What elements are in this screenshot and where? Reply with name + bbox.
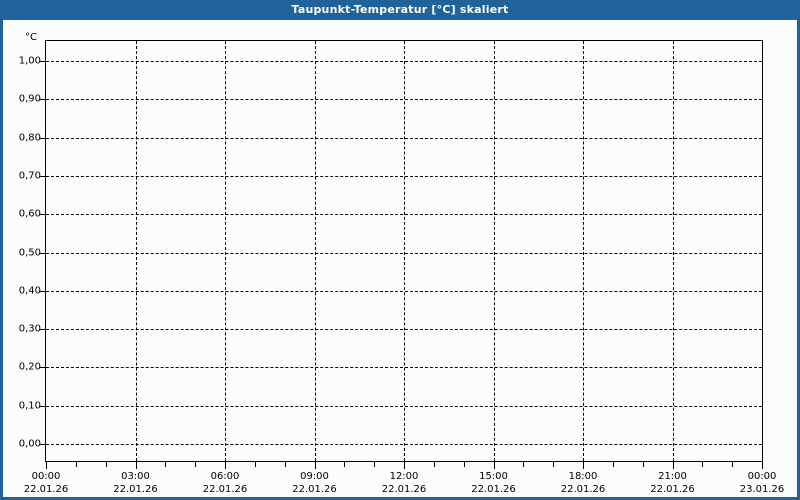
x-axis-tick-mark-minor xyxy=(105,462,107,467)
x-axis-tick-mark-minor xyxy=(463,462,465,467)
x-axis-tick-label: 03:00 22.01.26 xyxy=(91,470,181,496)
y-axis-tick-label: 0,50 xyxy=(18,247,41,258)
y-axis-tick-label: 0,40 xyxy=(18,285,41,297)
y-axis-tick-mark xyxy=(39,444,45,445)
x-axis-tick-time: 21:00 xyxy=(658,471,687,482)
x-axis-tick-mark-minor xyxy=(612,462,614,467)
y-axis-tick-label: 0,90 xyxy=(18,93,41,105)
x-axis-tick-date: 22.01.26 xyxy=(202,484,248,495)
x-axis-tick-time: 12:00 xyxy=(389,471,419,482)
x-axis-tick-time: 09:00 xyxy=(300,471,329,482)
y-axis-tick-label: 0,30 xyxy=(18,323,41,335)
y-axis-tick-mark xyxy=(39,99,45,101)
x-axis-tick-date: 22.01.26 xyxy=(381,484,427,495)
x-axis-tick-label: 06:00 22.01.26 xyxy=(180,470,270,496)
y-axis-tick-mark xyxy=(39,252,45,254)
x-axis-tick-mark-major xyxy=(46,462,47,469)
x-axis-tick-mark-major xyxy=(404,462,405,469)
gridline-vertical xyxy=(493,41,495,461)
x-axis-tick-mark-minor xyxy=(195,462,197,467)
x-axis-tick-time: 18:00 xyxy=(568,471,598,482)
x-axis-tick-label: 09:00 22.01.26 xyxy=(270,470,360,496)
y-axis-tick-label: 0,60 xyxy=(18,208,41,220)
gridline-vertical xyxy=(135,41,137,461)
x-axis-tick-date: 22.01.26 xyxy=(471,484,516,495)
x-axis-tick-mark-major xyxy=(672,462,674,469)
x-axis-tick-time: 06:00 xyxy=(210,471,240,482)
x-axis-tick-date: 22.01.26 xyxy=(23,484,69,495)
gridline-vertical xyxy=(672,41,674,461)
y-axis-tick-mark xyxy=(39,61,45,62)
x-axis-tick-mark-major xyxy=(314,462,316,469)
x-axis-tick-mark-minor xyxy=(553,462,555,467)
x-axis-tick-label: 21:00 22.01.26 xyxy=(628,470,718,496)
y-axis-labels: 1,00 0,90 0,80 0,70 0,60 0,50 0,40 0,30 0,20 0,10… xyxy=(3,0,41,500)
gridline-vertical xyxy=(225,41,226,461)
x-axis-tick-time: 15:00 xyxy=(479,471,508,482)
x-axis-tick-label: 18:00 22.01.26 xyxy=(538,470,628,496)
x-axis-tick-mark-minor xyxy=(732,462,734,467)
x-axis-tick-label: 12:00 22.01.26 xyxy=(359,470,449,496)
y-axis-tick-label: 0,00 xyxy=(18,438,41,450)
y-axis-tick-mark xyxy=(39,405,45,407)
x-axis-tick-mark-minor xyxy=(523,462,525,467)
x-axis-tick-label: 00:00 22.01.26 xyxy=(1,470,91,496)
y-axis-tick-mark xyxy=(39,175,45,177)
gridline-vertical xyxy=(583,41,584,461)
data-series-layer xyxy=(46,41,762,461)
x-axis-tick-mark-minor xyxy=(433,462,435,467)
y-axis-tick-label: 0,10 xyxy=(18,400,41,412)
x-axis-tick-mark-major xyxy=(583,462,584,469)
x-axis-tick-mark-minor xyxy=(284,462,286,467)
x-axis-tick-mark-major xyxy=(493,462,495,469)
x-axis-tick-mark-major xyxy=(225,462,226,469)
x-axis-tick-mark-minor xyxy=(374,462,376,467)
x-axis-tick-mark-minor xyxy=(702,462,704,467)
y-axis-tick-label: 0,20 xyxy=(18,361,41,373)
x-axis-tick-label: 15:00 22.01.26 xyxy=(449,470,539,496)
gridline-vertical xyxy=(404,41,405,461)
y-axis-tick-mark xyxy=(39,329,45,331)
x-axis-tick-time: 00:00 xyxy=(747,471,777,482)
x-axis-tick-mark-minor xyxy=(642,462,644,467)
gridline-vertical xyxy=(314,41,316,461)
window-title-bar: Taupunkt-Temperatur [°C] skaliert xyxy=(0,0,800,20)
y-axis-tick-mark xyxy=(39,367,45,369)
x-axis-tick-mark-major xyxy=(762,462,763,469)
y-axis-tick-label: 1,00 xyxy=(18,55,41,67)
x-axis-tick-time: 00:00 xyxy=(31,471,61,482)
x-axis-tick-date: 22.01.26 xyxy=(113,484,158,495)
x-axis-tick-mark-minor xyxy=(254,462,256,467)
x-axis-tick-label: 00:00 23.01.26 xyxy=(717,470,800,496)
x-axis-tick-mark-minor xyxy=(165,462,167,467)
x-axis-tick-date: 22.01.26 xyxy=(650,484,695,495)
y-axis-tick-label: 0,80 xyxy=(18,132,41,144)
plot-area xyxy=(45,40,763,462)
x-axis-tick-mark-minor xyxy=(75,462,77,467)
page-title: Taupunkt-Temperatur [°C] skaliert xyxy=(291,3,509,16)
y-axis-unit-label: °C xyxy=(25,32,37,43)
x-axis-tick-time: 03:00 xyxy=(121,471,150,482)
y-axis-tick-mark xyxy=(39,214,45,216)
x-axis-tick-date: 22.01.26 xyxy=(292,484,337,495)
y-axis-tick-mark xyxy=(39,137,45,139)
x-axis-tick-date: 23.01.26 xyxy=(739,484,785,495)
x-axis-tick-mark-major xyxy=(135,462,137,469)
x-axis-tick-date: 22.01.26 xyxy=(560,484,606,495)
y-axis-tick-label: 0,70 xyxy=(18,170,41,182)
x-axis-tick-mark-minor xyxy=(344,462,346,467)
y-axis-tick-mark xyxy=(39,290,45,292)
